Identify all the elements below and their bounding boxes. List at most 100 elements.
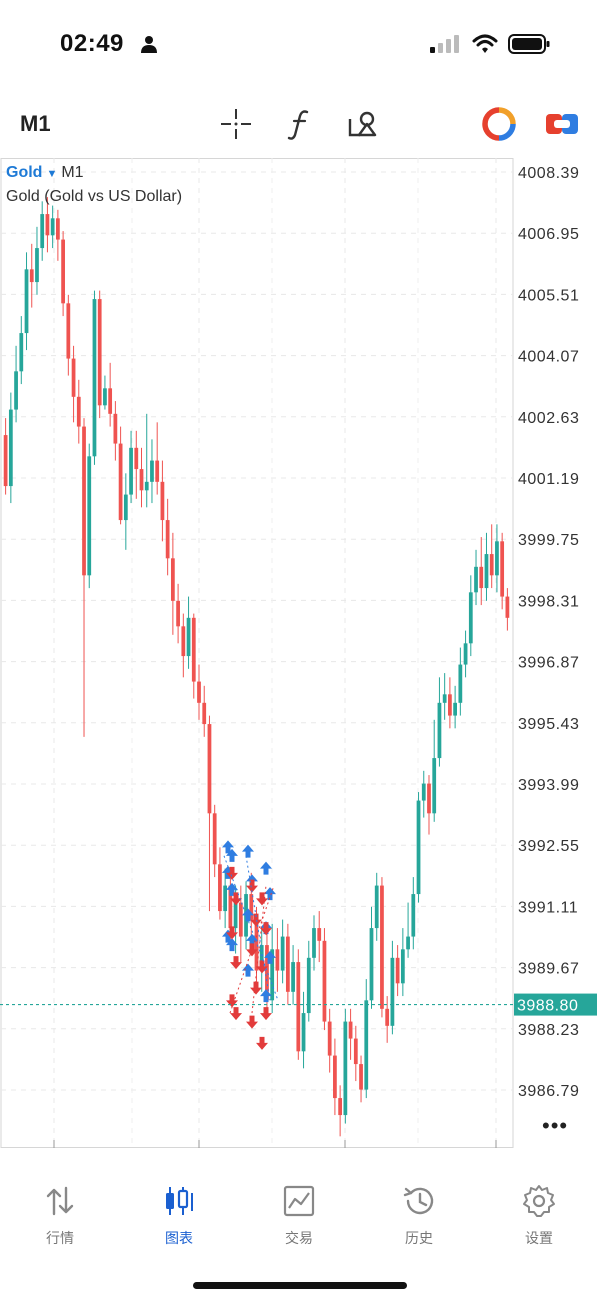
current-price-label: 3988.80 xyxy=(517,998,578,1015)
nav-chart[interactable]: 图表 xyxy=(129,1184,229,1248)
candle-body xyxy=(474,566,478,593)
buy-marker xyxy=(222,929,234,943)
sell-marker xyxy=(246,1015,258,1029)
buy-marker xyxy=(264,887,276,901)
candle-body xyxy=(291,962,295,992)
candle-body xyxy=(338,1098,343,1116)
candle-body xyxy=(259,945,264,971)
candle-body xyxy=(385,1008,390,1026)
person-icon xyxy=(141,36,157,53)
nav-history[interactable]: 历史 xyxy=(369,1184,469,1248)
timeframe-button[interactable]: M1 xyxy=(20,111,51,136)
bottom-nav: 行情 图表 交易 历史 设置 xyxy=(0,1170,600,1260)
candle-body xyxy=(296,962,301,1052)
more-icon[interactable]: ••• xyxy=(542,1113,569,1138)
candle-body xyxy=(233,902,238,929)
price-axis-label: 3992.55 xyxy=(518,838,579,855)
price-axis-label: 3993.99 xyxy=(518,777,579,794)
candle-body xyxy=(165,520,170,559)
symbol-header[interactable]: Gold ▼ M1 xyxy=(6,164,84,182)
trading-signal-icon[interactable] xyxy=(482,107,516,141)
candle-body xyxy=(312,928,316,958)
candle-body xyxy=(66,303,71,359)
sell-marker xyxy=(226,866,238,880)
candle-body xyxy=(118,443,123,521)
candle-body xyxy=(484,554,489,589)
price-axis-label: 3996.87 xyxy=(518,655,579,672)
candle-body xyxy=(374,885,379,929)
price-axis-label: 3989.67 xyxy=(518,961,579,978)
candle-body xyxy=(301,1013,306,1052)
nav-label-history: 历史 xyxy=(405,1230,433,1246)
candle-body xyxy=(19,333,24,372)
plot-border xyxy=(0,158,514,1148)
candle-body xyxy=(50,218,55,236)
nav-label-trade: 交易 xyxy=(285,1230,313,1246)
status-time: 02:49 xyxy=(60,30,124,57)
candle-body xyxy=(421,783,426,801)
nav-trade[interactable]: 交易 xyxy=(249,1184,349,1248)
candle-body xyxy=(238,902,243,937)
price-axis-label: 4001.19 xyxy=(518,471,579,488)
candle-body xyxy=(495,541,499,576)
candle-body xyxy=(416,800,421,895)
candle-body xyxy=(275,949,280,971)
candle-body xyxy=(103,388,107,406)
candle-body xyxy=(24,269,29,334)
candle-body xyxy=(322,940,327,1022)
candle-body xyxy=(369,928,374,1001)
candle-body xyxy=(327,1021,332,1056)
candle-body xyxy=(317,928,322,941)
candle-body xyxy=(186,617,191,657)
candle-body xyxy=(55,218,60,240)
crosshair-icon[interactable] xyxy=(219,107,253,141)
symbol-timeframe: M1 xyxy=(61,164,84,181)
chart-icon xyxy=(166,1187,193,1215)
candle-body xyxy=(129,447,133,495)
candle-body xyxy=(113,413,118,444)
candle-body xyxy=(45,214,50,236)
status-bar: 02:49 xyxy=(0,0,600,90)
candle-body xyxy=(123,494,128,521)
price-axis-label: 3986.79 xyxy=(518,1083,579,1100)
buy-marker xyxy=(260,989,272,1003)
candle-body xyxy=(170,558,175,601)
sell-marker xyxy=(230,1007,242,1021)
nav-settings[interactable]: 设置 xyxy=(489,1184,589,1248)
nav-label-settings: 设置 xyxy=(525,1230,553,1246)
candle-body xyxy=(29,269,34,283)
buy-marker xyxy=(222,865,234,879)
candle-body xyxy=(380,885,384,1009)
nav-label-chart: 图表 xyxy=(165,1230,193,1246)
sell-marker xyxy=(230,956,242,970)
candle-body xyxy=(390,957,395,1026)
candle-body xyxy=(181,626,186,657)
candle-body xyxy=(463,643,468,665)
caret-down-icon[interactable]: ▼ xyxy=(46,168,58,180)
nav-quotes[interactable]: 行情 xyxy=(10,1184,110,1248)
candle-body xyxy=(442,694,447,703)
function-icon[interactable] xyxy=(283,107,317,141)
candle-body xyxy=(343,1021,348,1116)
sell-marker xyxy=(250,981,262,995)
candle-body xyxy=(228,885,233,929)
candle-body xyxy=(364,1000,369,1090)
candle-body xyxy=(395,957,400,984)
buy-marker xyxy=(226,848,238,862)
candle-body xyxy=(97,299,102,406)
nav-label-quotes: 行情 xyxy=(46,1230,74,1246)
candle-body xyxy=(348,1021,353,1039)
price-axis-label: 3995.43 xyxy=(518,716,579,733)
sell-marker xyxy=(226,994,238,1008)
candle-body xyxy=(285,936,290,992)
one-click-trading-icon[interactable] xyxy=(545,107,579,141)
price-chart[interactable]: 4008.39 4006.95 4005.51 4004.07 4002.63 4001.… xyxy=(0,158,600,1148)
chart-canvas[interactable]: 4008.39 4006.95 4005.51 4004.07 4002.63 4001.… xyxy=(0,158,600,1148)
candle-body xyxy=(400,949,405,984)
objects-icon[interactable] xyxy=(346,107,380,141)
candle-body xyxy=(92,299,97,457)
candle-body xyxy=(500,541,505,597)
symbol-name[interactable]: Gold xyxy=(6,164,43,181)
sell-marker xyxy=(250,913,262,927)
sell-marker xyxy=(230,892,242,906)
